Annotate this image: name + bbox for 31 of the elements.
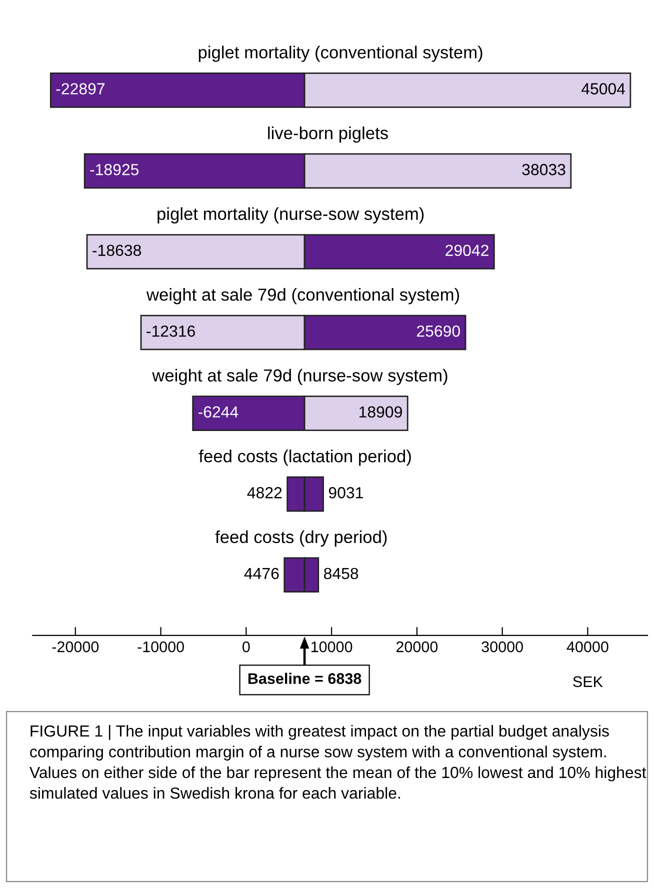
annotation: 45004 [581,83,626,94]
x-tick-label: -10000 [138,641,184,652]
y-tick-label: live-born piglets [268,126,388,143]
y-tick-label: feed costs (dry period) [215,530,387,547]
x-tick-label: 0 [242,641,250,652]
annotation: -18925 [90,164,139,176]
y-tick-label: piglet mortality (nurse-sow system) [158,207,424,224]
annotation: 18909 [360,406,402,418]
x-tick-label: 30000 [482,641,523,652]
annotation: 38033 [522,164,566,176]
annotation: -18638 [92,244,141,256]
x-tick-label: -20000 [52,641,99,652]
annotation: 25690 [416,325,460,337]
y-tick-label: piglet mortality (conventional system) [198,46,482,62]
annotation: 4822 [247,487,282,498]
x-tick-label: 20000 [396,641,438,652]
y-tick-label: weight at sale 79d (conventional system) [146,288,459,304]
y-tick-label: weight at sale 79d (nurse-sow system) [152,368,448,386]
text: Baseline = 6838 [248,672,362,684]
caption: FIGURE 1 | The input variables with greatest impact on the partial budget analysis comparing contribution margin of a nurse sow system with a conventional system. Values on either side of the bar represent the mean of the 10% lowest and 10% highest simulated values in Swedish krona for each variable. [30,724,646,799]
annotation: 4476 [244,568,279,580]
annotation: 9031 [328,487,363,498]
y-tick-label: feed costs (lactation period) [198,450,411,466]
annotation: -12316 [146,325,195,337]
annotation: -22897 [56,83,105,94]
x-axis-title: SEK [573,676,603,688]
x-tick-label: 10000 [311,641,352,652]
annotation: 8458 [324,568,358,580]
x-tick-label: 40000 [566,641,608,652]
annotation: 29042 [446,244,488,256]
annotation: -6244 [198,406,238,418]
